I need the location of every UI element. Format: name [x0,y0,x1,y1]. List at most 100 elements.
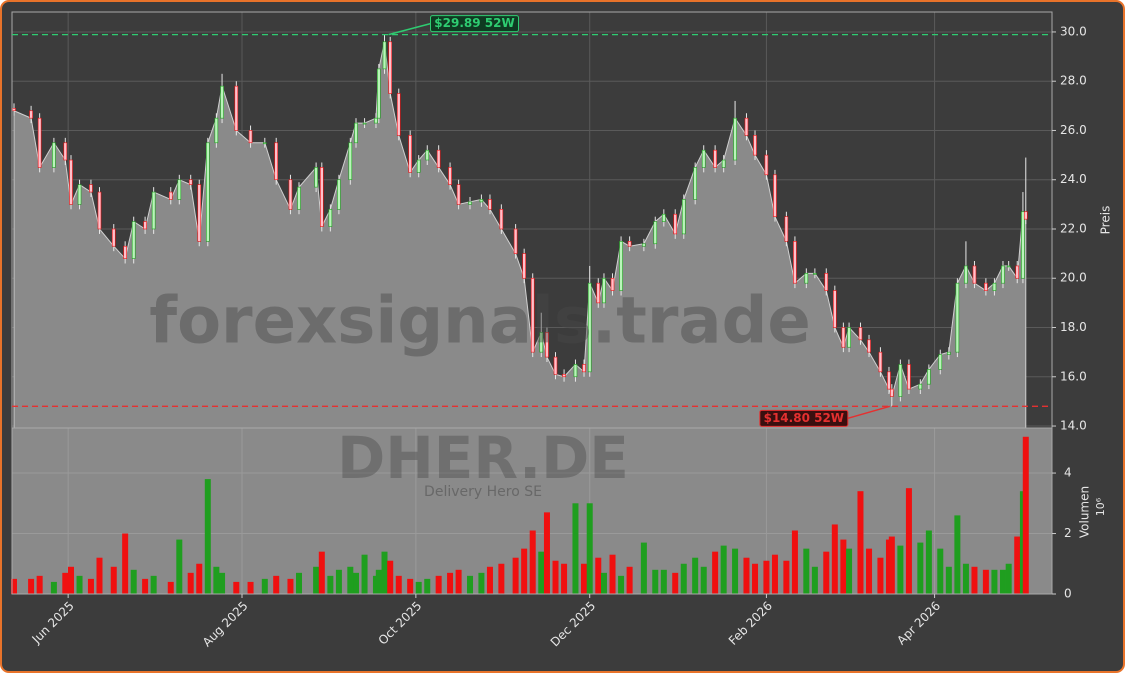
volume-bar [296,572,303,594]
volume-bar [347,566,354,594]
volume-bar [110,566,117,594]
volume-bar [732,548,739,594]
volume-bar [10,578,17,594]
volume-bar [712,551,719,594]
volume-bar [811,566,818,594]
volume-bar [407,578,414,594]
candle-body [52,142,56,168]
volume-bar [846,548,853,594]
annotation-box [759,409,849,427]
candle-body [274,142,279,181]
candle-body [764,154,769,176]
volume-bar [76,575,83,594]
candle-body [479,199,484,203]
candle-body [89,184,93,193]
candle-body [288,179,293,210]
volume-bar [142,578,149,594]
volume-bar [36,575,43,594]
candle-body [773,174,777,217]
candle-body [362,122,367,125]
volume-bar [680,563,687,594]
volume-bar [486,566,493,594]
volume-bar [937,548,944,594]
candle-body [168,191,173,200]
candle-body [793,241,797,284]
volume-bar [609,554,616,594]
candle-body [681,199,686,235]
volume-bar [905,488,912,594]
candle-body [890,388,894,397]
volume-bar [521,548,528,594]
candle-body [596,282,601,304]
volume-bar [447,572,454,594]
volume-bar [381,551,388,594]
candle-body [582,364,586,373]
volume-bar [273,575,280,594]
volume-bar [857,491,864,594]
y-tick-label: 26.0 [1060,123,1087,137]
volume-bar [743,557,750,594]
volume-bar [167,581,174,594]
candle-body [573,364,578,378]
candle-body [37,117,42,168]
candle-body [522,253,526,279]
volume-bar [538,551,545,594]
volume-bar [395,575,402,594]
volume-bar [387,560,394,594]
volume-bar [150,575,157,594]
candle-body [947,351,951,355]
candle-body [388,41,393,94]
candle-body [972,265,977,284]
volume-bar [877,557,884,594]
volume-bar [1005,563,1012,594]
volume-bar [415,581,422,594]
volume-bar [361,554,368,594]
candle-body [833,290,837,328]
candle-body [314,167,318,188]
candle-body [436,149,441,168]
candle-body [984,282,988,291]
y-tick-label: 18.0 [1060,320,1087,334]
volume-bar [318,551,325,594]
volume-bar [771,554,778,594]
candle-body [662,213,666,222]
volume-tick-label: 0 [1064,587,1072,601]
volume-bar [213,566,220,594]
candle-body [938,354,943,370]
volume-bar [552,560,559,594]
candle-body [824,273,829,291]
annotation-arrow [847,405,891,420]
candle-body [693,167,697,200]
volume-bar [455,569,462,594]
candle-body [468,201,472,205]
volume-bar [999,569,1006,594]
volume-bar [261,578,268,594]
candle-body [992,282,997,291]
candle-body [12,108,16,112]
volume-bar [313,566,320,594]
candle-body [887,371,891,390]
volume-bar [50,581,57,594]
y-tick-label: 28.0 [1060,74,1087,88]
volume-bar [945,566,952,594]
volume-bar [700,566,707,594]
volume-bar [187,572,194,594]
volume-bar [196,563,203,594]
candle-body [927,369,931,385]
volume-bar [840,539,847,594]
candle-body [713,149,717,168]
volume-bar [866,548,873,594]
candle-body [328,208,333,227]
volume-bar [335,569,342,594]
candle-body [813,273,817,275]
candle-body [151,191,156,230]
y-tick-label: 24.0 [1060,172,1087,186]
volume-bar [962,563,969,594]
candle-body [143,221,147,230]
volume-bar [287,578,294,594]
volume-bar [672,572,679,594]
volume-bar [600,572,607,594]
candle-body [354,122,358,144]
candle-body [425,149,430,161]
